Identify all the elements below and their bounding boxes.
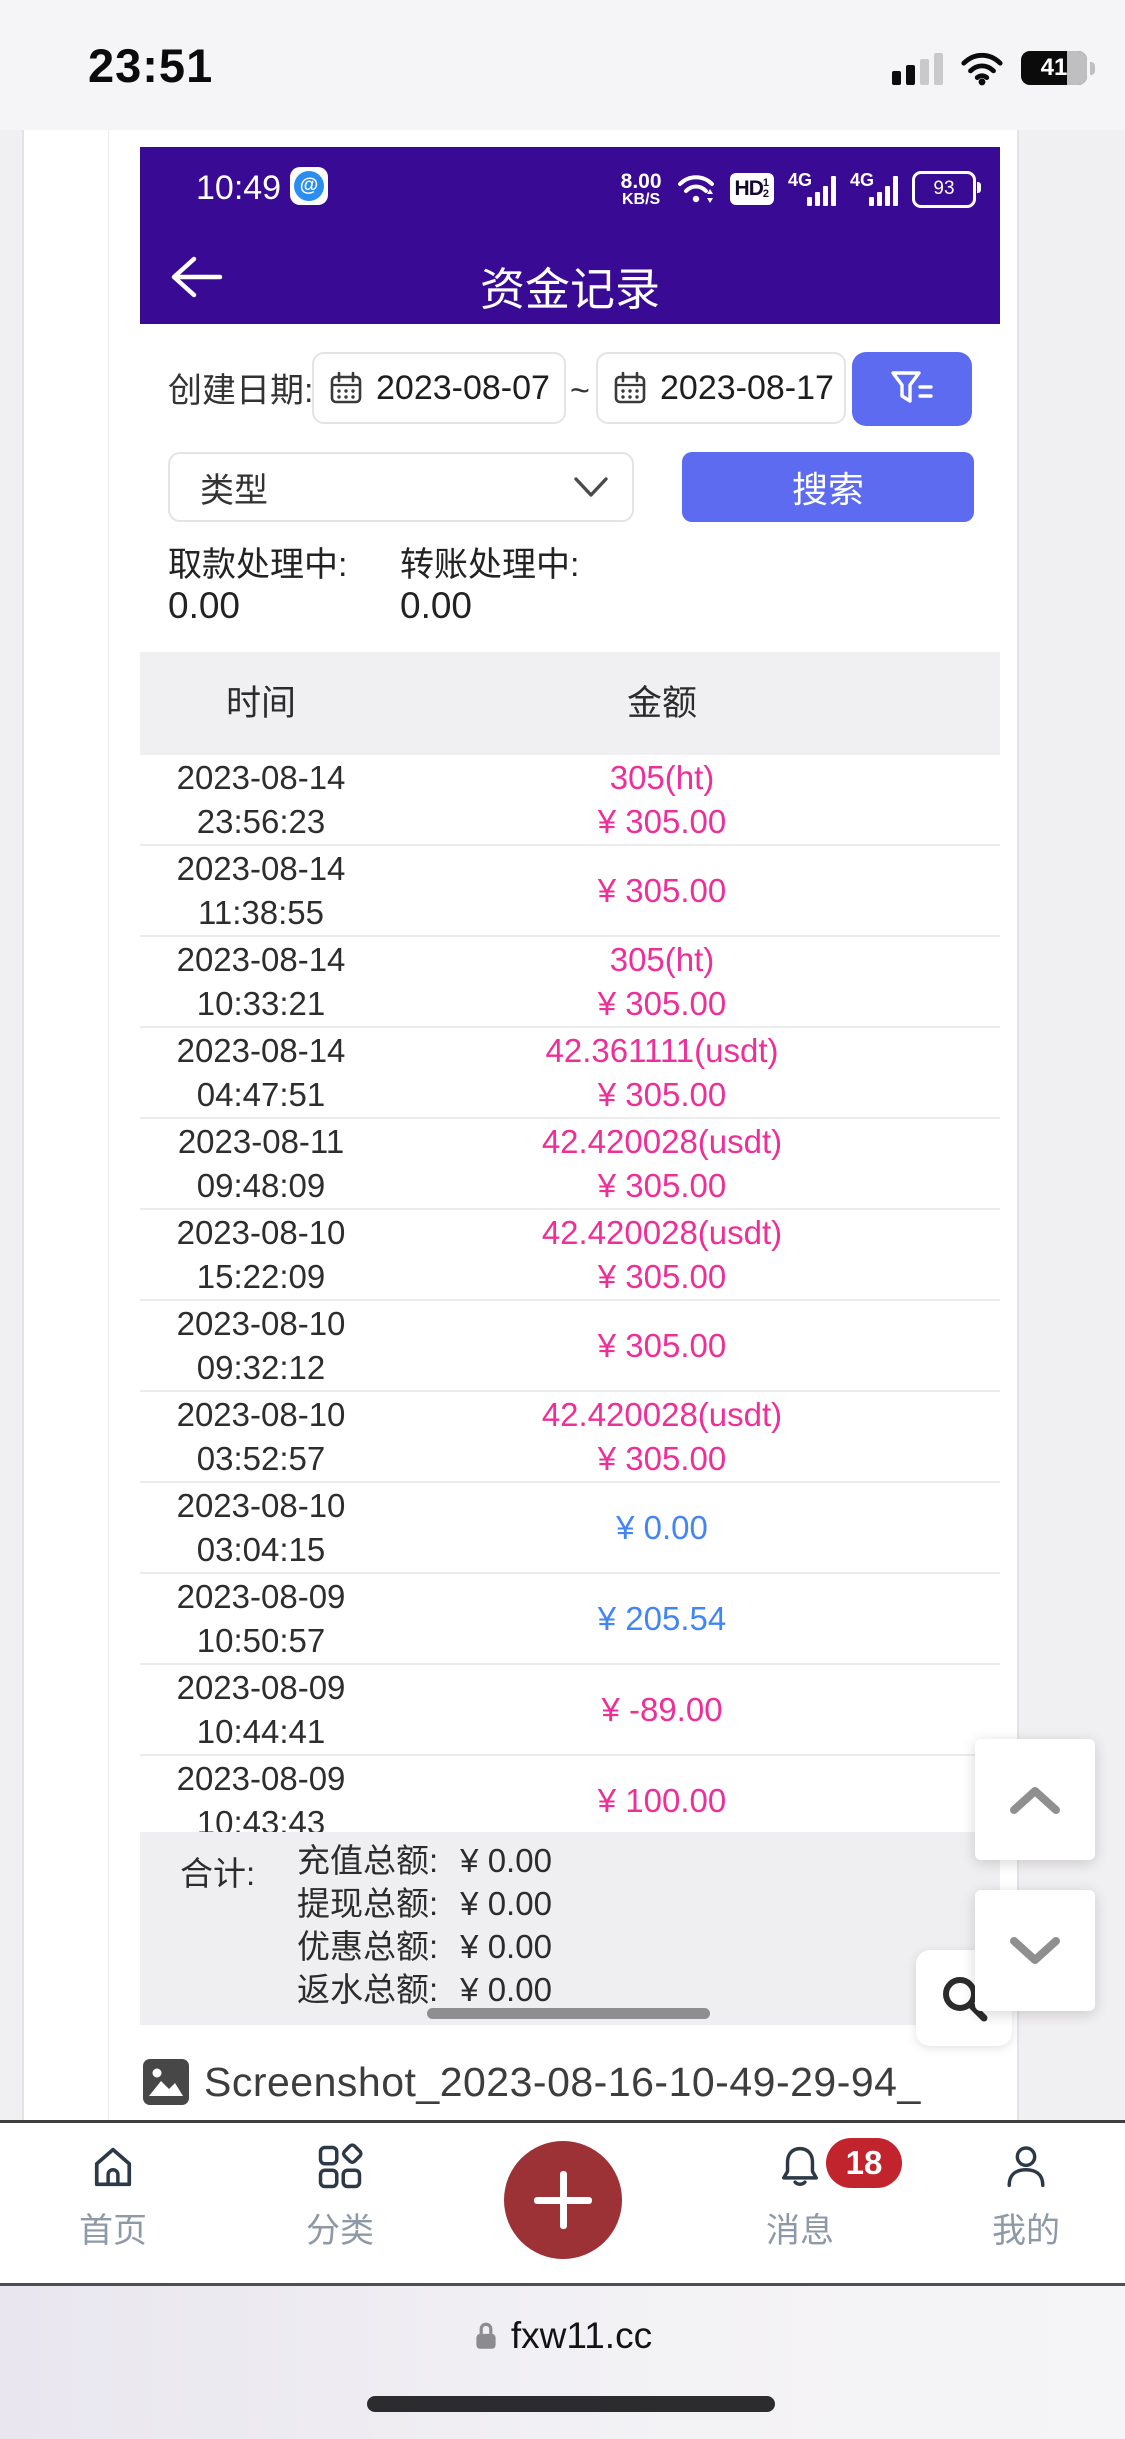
summary-bar: 合计: 充值总额: ¥ 0.00 提现总额: ¥ 0.00 优惠总额: ¥ 0.00 … — [140, 1832, 1000, 2025]
date-to-input[interactable]: 2023-08-17 — [596, 352, 846, 424]
summary-lines: 充值总额: ¥ 0.00 提现总额: ¥ 0.00 优惠总额: ¥ 0.00 返水总额… — [297, 1844, 552, 2006]
battery-percent: 41 — [1040, 54, 1068, 81]
url-text: fxw11.cc — [510, 2315, 653, 2356]
page-title: 资金记录 — [479, 264, 660, 315]
sim2-signal-icon: 4G — [850, 170, 898, 208]
browser-toolbar — [0, 2283, 1125, 2439]
app-clock: 10:49 — [196, 169, 282, 207]
transfer-pending-value: 0.00 — [400, 585, 473, 626]
lock-icon — [476, 2322, 496, 2349]
type-select[interactable]: 类型 — [168, 452, 634, 522]
message-badge: 18 — [826, 2138, 902, 2188]
withdraw-pending-label: 取款处理中: — [168, 546, 348, 584]
table-row: 2023-08-09 10:44:41 ¥ -89.00 — [140, 1665, 1000, 1756]
table-row: 2023-08-09 10:50:57 ¥ 205.54 — [140, 1574, 1000, 1665]
wifi-icon — [961, 52, 1003, 86]
ios-status-icons: 41 — [892, 50, 1095, 86]
attachment-row[interactable]: Screenshot_2023-08-16-10-49-29-94_ — [142, 2058, 921, 2106]
ios-clock: 23:51 — [88, 39, 214, 92]
nav-label-home: 首页 — [79, 2212, 147, 2250]
column-header-time: 时间 — [225, 684, 296, 723]
date-to-value: 2023-08-17 — [660, 368, 834, 407]
home-icon — [94, 2147, 132, 2187]
withdraw-pending-value: 0.00 — [168, 585, 241, 626]
scroll-down-button[interactable] — [975, 1890, 1095, 2011]
nav-item-home[interactable]: 首页 — [43, 2141, 183, 2252]
attachment-filename: Screenshot_2023-08-16-10-49-29-94_ — [204, 2058, 921, 2105]
back-arrow-icon[interactable] — [164, 245, 228, 309]
sim1-signal-icon: 4G — [788, 170, 836, 208]
date-filter-label: 创建日期: — [168, 372, 314, 410]
table-header: 时间 金额 — [140, 652, 1000, 755]
battery-nub — [1090, 61, 1095, 75]
magnifier-icon — [943, 1977, 988, 2022]
home-indicator[interactable] — [367, 2396, 775, 2412]
nav-label-category: 分类 — [306, 2212, 374, 2250]
nav-item-message[interactable]: 消息 — [730, 2141, 870, 2252]
table-row: 2023-08-10 03:52:57 42.420028(usdt) ¥ 305.… — [140, 1392, 1000, 1483]
table-row: 2023-08-14 04:47:51 42.361111(usdt) ¥ 305.… — [140, 1028, 1000, 1119]
grid-icon — [318, 2143, 363, 2189]
summary-value: ¥ 0.00 — [460, 1928, 552, 1965]
summary-value: ¥ 0.00 — [460, 1885, 552, 1922]
scroll-up-button[interactable] — [975, 1739, 1095, 1860]
summary-label: 优惠总额: — [297, 1928, 439, 1965]
table-row: 2023-08-14 11:38:55 ¥ 305.00 — [140, 846, 1000, 937]
summary-value: ¥ 0.00 — [460, 1971, 552, 2008]
chevron-down-icon — [1010, 1936, 1060, 1964]
cellular-signal-icon — [892, 51, 943, 85]
records-table: 2023-08-14 23:56:23 305(ht) ¥ 305.00 2023-… — [140, 755, 1000, 1847]
date-range-separator: ~ — [570, 372, 590, 410]
summary-value: ¥ 0.00 — [460, 1842, 552, 1879]
date-from-input[interactable]: 2023-08-07 — [312, 352, 566, 424]
date-from-value: 2023-08-07 — [376, 368, 550, 407]
notification-app-icon: @ — [290, 167, 328, 205]
summary-label: 提现总额: — [297, 1885, 439, 1922]
type-select-value: 类型 — [200, 471, 268, 510]
chevron-down-icon — [574, 477, 608, 497]
wifi-small-icon — [677, 175, 714, 203]
summary-total-label: 合计: — [180, 1855, 256, 1892]
summary-label: 充值总额: — [297, 1842, 439, 1879]
table-row: 2023-08-10 09:32:12 ¥ 305.00 — [140, 1301, 1000, 1392]
network-speed: 8.00 KB/S — [620, 169, 662, 208]
battery-icon: 41 — [1021, 51, 1087, 85]
table-row: 2023-08-10 15:22:09 42.420028(usdt) ¥ 305.… — [140, 1210, 1000, 1301]
column-header-amount: 金额 — [626, 684, 697, 723]
table-row: 2023-08-11 09:48:09 42.420028(usdt) ¥ 305.… — [140, 1119, 1000, 1210]
transfer-pending-label: 转账处理中: — [400, 546, 580, 584]
filter-button[interactable] — [852, 352, 972, 426]
ios-status-bar: 23:51 41 — [0, 0, 1125, 130]
summary-label: 返水总额: — [297, 1971, 439, 2008]
nav-label-mine: 我的 — [992, 2212, 1060, 2250]
app-battery-icon: 93 — [912, 170, 981, 208]
bell-icon — [782, 2146, 818, 2186]
image-file-icon — [143, 2059, 189, 2105]
add-button[interactable] — [504, 2141, 622, 2259]
calendar-icon — [330, 371, 362, 404]
funnel-icon — [891, 371, 933, 403]
nav-item-mine[interactable]: 我的 — [956, 2141, 1096, 2252]
search-button[interactable]: 搜索 — [682, 452, 974, 522]
chevron-up-icon — [1010, 1786, 1060, 1814]
nav-label-message: 消息 — [766, 2212, 834, 2250]
person-icon — [1007, 2146, 1045, 2188]
horizontal-scrollbar[interactable] — [427, 2008, 710, 2019]
calendar-icon — [614, 371, 646, 404]
nav-item-category[interactable]: 分类 — [270, 2141, 410, 2252]
address-bar[interactable]: fxw11.cc — [0, 2315, 1125, 2357]
table-row: 2023-08-14 10:33:21 305(ht) ¥ 305.00 — [140, 937, 1000, 1028]
table-row: 2023-08-10 03:04:15 ¥ 0.00 — [140, 1483, 1000, 1574]
content-divider-line — [108, 130, 109, 2120]
table-row: 2023-08-14 23:56:23 305(ht) ¥ 305.00 — [140, 755, 1000, 846]
